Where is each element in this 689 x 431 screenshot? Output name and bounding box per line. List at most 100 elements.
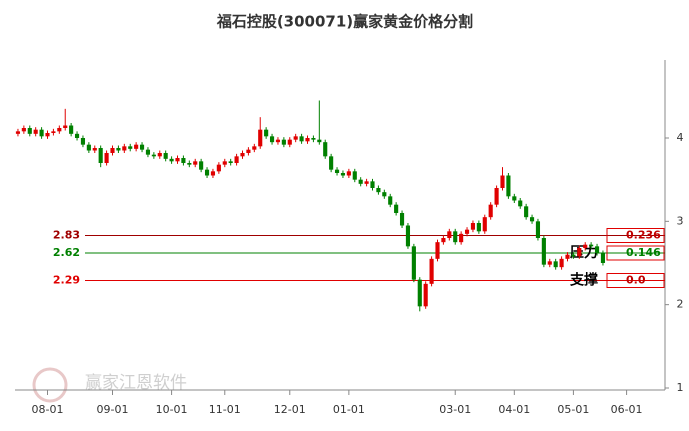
candle-body [346, 171, 351, 176]
level-price: 2.83 [53, 229, 80, 242]
candle-body [559, 258, 564, 268]
candle-body [571, 254, 576, 257]
y-tick-label: 1 [677, 381, 684, 394]
x-tick-label: 10-01 [156, 403, 188, 416]
annotation: 支撑 [569, 272, 598, 289]
candle-body [334, 169, 340, 173]
candle-body [39, 129, 44, 137]
candle-body [506, 175, 511, 197]
candle-body [524, 206, 529, 218]
candle-body [329, 156, 334, 170]
candle-body [382, 192, 387, 197]
candle-body [228, 161, 233, 163]
candle-body [323, 142, 328, 157]
candle-body [204, 169, 210, 176]
candle-body [74, 133, 80, 138]
candle-body [376, 188, 381, 193]
candle-body [541, 238, 546, 265]
candle-body [512, 196, 517, 201]
candle-body [98, 148, 103, 163]
candle-body [293, 136, 298, 140]
x-tick-label: 12-01 [274, 403, 306, 416]
candle-body [364, 181, 369, 184]
candle-body [275, 139, 281, 143]
candle-body [21, 128, 26, 132]
candle-body [394, 204, 399, 213]
candle-body [45, 133, 50, 137]
candle-body [553, 261, 558, 268]
candle-body [15, 131, 21, 134]
level-box [606, 228, 665, 243]
candle-body [157, 153, 162, 157]
candle-body [163, 153, 168, 159]
candle-body [122, 146, 127, 151]
candle-body [453, 231, 458, 243]
candle-body [216, 164, 221, 172]
candle-body [358, 179, 363, 184]
x-tick-label: 06-01 [611, 403, 643, 416]
candle-body [252, 146, 257, 150]
y-tick-label: 2 [677, 298, 684, 311]
candle-body [51, 131, 56, 133]
candle-body [287, 139, 292, 145]
x-tick-label: 11-01 [209, 403, 241, 416]
x-tick-label: 08-01 [32, 403, 64, 416]
candle-body [500, 175, 505, 188]
candle-body [370, 181, 375, 188]
candle-body [187, 163, 192, 165]
candle-body [399, 213, 405, 226]
candle-body [476, 223, 481, 232]
candle-body [435, 242, 440, 259]
candle-body [405, 225, 411, 247]
candle-body [110, 148, 115, 153]
candle-body [151, 154, 156, 157]
candle-body [246, 149, 251, 153]
level-ratio: 0.236 [626, 229, 661, 242]
candle-body [63, 125, 68, 128]
x-tick-label: 01-01 [333, 403, 365, 416]
level-price: 2.62 [53, 246, 80, 259]
candle-body [459, 233, 464, 243]
x-tick-label: 04-01 [498, 403, 530, 416]
level-ratio: 0.0 [626, 274, 646, 287]
candle-body [104, 153, 109, 163]
candle-body [340, 173, 346, 176]
x-tick-label: 03-01 [439, 403, 471, 416]
candle-body [547, 261, 552, 265]
candle-body [429, 258, 434, 284]
candle-body [317, 139, 322, 143]
candle-body [583, 244, 588, 248]
candle-body [69, 125, 74, 134]
candle-body [281, 139, 286, 145]
candle-body [240, 153, 245, 157]
candle-body [594, 246, 600, 253]
candle-body [464, 229, 470, 234]
candle-body [311, 138, 316, 140]
candle-body [417, 279, 422, 307]
y-tick-label: 3 [677, 214, 684, 227]
watermark: 赢家江恩软件 [85, 373, 187, 393]
candle-body [57, 128, 62, 132]
candle-body [169, 158, 174, 162]
x-tick-label: 09-01 [97, 403, 129, 416]
candle-body [494, 188, 499, 205]
candle-body [181, 158, 186, 163]
candle-body [199, 161, 204, 170]
candle-body [529, 217, 535, 222]
candle-body [193, 161, 198, 165]
candle-body [33, 129, 38, 134]
candle-body [488, 204, 493, 218]
candle-body [589, 244, 594, 247]
candle-body [299, 136, 304, 142]
candle-body [565, 254, 570, 259]
candle-body [441, 238, 446, 243]
candle-body [600, 253, 606, 263]
candle-body [470, 223, 476, 230]
level-box [606, 273, 665, 288]
candle-body [139, 144, 145, 150]
level-price: 2.29 [53, 274, 80, 287]
chart-title: 福石控股(300071)赢家黄金价格分割 [216, 13, 473, 31]
candle-body [258, 129, 263, 147]
candle-body [423, 283, 428, 307]
candle-body [116, 148, 121, 151]
